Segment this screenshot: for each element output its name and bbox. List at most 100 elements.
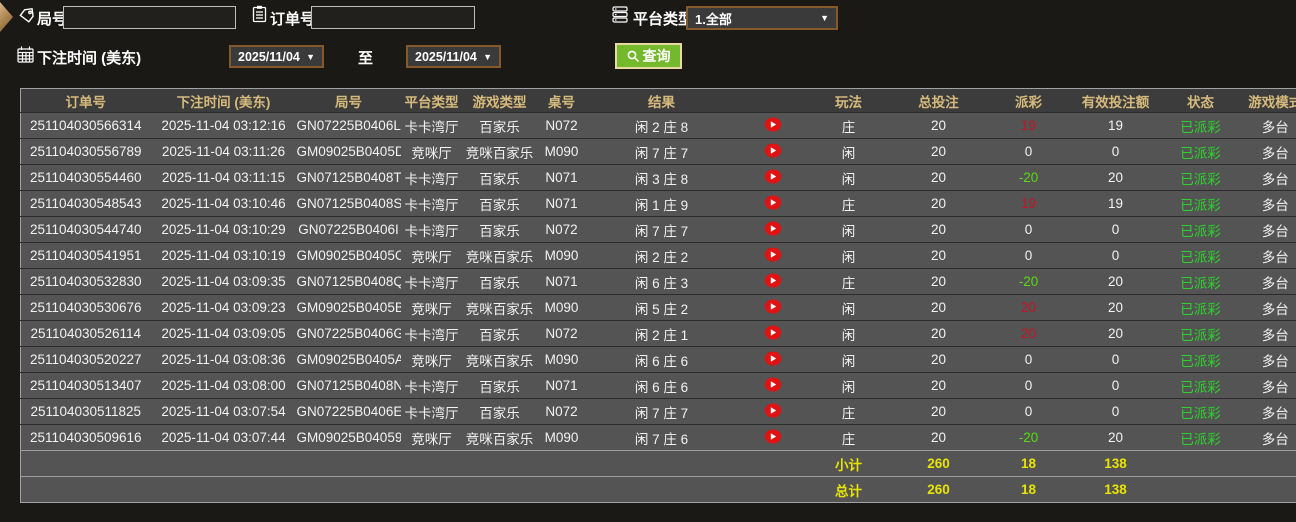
cell-result: 闲 3 庄 8: [586, 164, 737, 191]
platform-type-select[interactable]: 1.全部 ▼: [686, 6, 838, 30]
sidebar-expand-arrow[interactable]: [0, 2, 13, 32]
query-button[interactable]: 查询: [615, 43, 682, 69]
order-no-input[interactable]: [311, 6, 475, 29]
date-to-select[interactable]: 2025/11/04 ▼: [406, 45, 501, 68]
table-row: 251104030530676 2025-11-04 03:09:23 GM09…: [20, 294, 1296, 321]
cell-game-mode: 多台: [1238, 216, 1296, 243]
cell-order-no: 251104030556789: [20, 138, 151, 165]
summary-valid-bet: 138: [1068, 450, 1163, 477]
date-from-value: 2025/11/04: [238, 49, 300, 64]
cell-platform: 卡卡湾厅: [400, 164, 463, 191]
cell-order-no: 251104030511825: [20, 398, 151, 425]
game-no-input[interactable]: [63, 6, 236, 29]
cell-bet-time: 2025-11-04 03:07:54: [150, 398, 297, 425]
cell-bet-time: 2025-11-04 03:09:05: [150, 320, 297, 347]
replay-play-icon[interactable]: [764, 117, 782, 132]
summary-payout: 18: [988, 476, 1069, 503]
replay-play-icon[interactable]: [764, 325, 782, 340]
replay-play-icon[interactable]: [764, 429, 782, 444]
cell-total-bet: 20: [888, 190, 989, 217]
replay-play-icon[interactable]: [764, 377, 782, 392]
header-total-bet: 总投注: [888, 88, 989, 113]
table-row: 251104030541951 2025-11-04 03:10:19 GM09…: [20, 242, 1296, 269]
cell-replay: [736, 346, 809, 373]
replay-play-icon[interactable]: [764, 169, 782, 184]
table-row: 251104030556789 2025-11-04 03:11:26 GM09…: [20, 138, 1296, 165]
replay-play-icon[interactable]: [764, 299, 782, 314]
cell-status: 已派彩: [1162, 190, 1239, 217]
cell-game-no: GN07225B0406L: [296, 112, 401, 139]
cell-game-no: GN07125B0408N: [296, 372, 401, 399]
replay-play-icon[interactable]: [764, 351, 782, 366]
cell-bet-time: 2025-11-04 03:09:35: [150, 268, 297, 295]
table-row: 251104030520227 2025-11-04 03:08:36 GM09…: [20, 346, 1296, 373]
cell-game-no: GN07225B0406I: [296, 216, 401, 243]
cell-status: 已派彩: [1162, 294, 1239, 321]
cell-valid-bet: 19: [1068, 190, 1163, 217]
cell-status: 已派彩: [1162, 320, 1239, 347]
replay-play-icon[interactable]: [764, 273, 782, 288]
cell-payout: -20: [988, 424, 1069, 451]
cell-table-no: N071: [536, 190, 587, 217]
cell-order-no: 251104030509616: [20, 424, 151, 451]
cell-play-method: 闲: [808, 372, 889, 399]
cell-game-type: 百家乐: [462, 190, 537, 217]
cell-play-method: 闲: [808, 138, 889, 165]
cell-game-no: GN07225B0406G: [296, 320, 401, 347]
cell-table-no: N072: [536, 216, 587, 243]
date-from-select[interactable]: 2025/11/04 ▼: [229, 45, 324, 68]
replay-play-icon[interactable]: [764, 143, 782, 158]
cell-total-bet: 20: [888, 346, 989, 373]
cell-valid-bet: 0: [1068, 372, 1163, 399]
replay-play-icon[interactable]: [764, 247, 782, 262]
replay-play-icon[interactable]: [764, 403, 782, 418]
date-to-value: 2025/11/04: [415, 49, 477, 64]
cell-payout: 0: [988, 372, 1069, 399]
cell-replay: [736, 372, 809, 399]
cell-total-bet: 20: [888, 216, 989, 243]
query-button-label: 查询: [642, 48, 671, 64]
cell-table-no: M090: [536, 138, 587, 165]
cell-table-no: N072: [536, 398, 587, 425]
header-platform-type: 平台类型: [400, 88, 463, 113]
header-valid-bet: 有效投注额: [1068, 88, 1163, 113]
cell-total-bet: 20: [888, 268, 989, 295]
cell-platform: 卡卡湾厅: [400, 216, 463, 243]
cell-result: 闲 2 庄 1: [586, 320, 737, 347]
cell-order-no: 251104030566314: [20, 112, 151, 139]
cell-play-method: 庄: [808, 190, 889, 217]
summary-total-bet: 260: [888, 476, 989, 503]
cell-game-type: 百家乐: [462, 112, 537, 139]
cell-payout: 0: [988, 216, 1069, 243]
header-replay: [736, 88, 809, 113]
cell-order-no: 251104030532830: [20, 268, 151, 295]
table-row: 251104030532830 2025-11-04 03:09:35 GN07…: [20, 268, 1296, 295]
cell-bet-time: 2025-11-04 03:11:26: [150, 138, 297, 165]
cell-payout: 19: [988, 112, 1069, 139]
cell-play-method: 闲: [808, 164, 889, 191]
cell-payout: -20: [988, 268, 1069, 295]
replay-play-icon[interactable]: [764, 195, 782, 210]
cell-bet-time: 2025-11-04 03:11:15: [150, 164, 297, 191]
bet-time-label: 下注时间 (美东): [37, 50, 142, 67]
cell-replay: [736, 216, 809, 243]
cell-game-mode: 多台: [1238, 112, 1296, 139]
cell-bet-time: 2025-11-04 03:10:46: [150, 190, 297, 217]
cell-platform: 竞咪厅: [400, 424, 463, 451]
summary-row: 总计 260 18 138: [20, 476, 1296, 503]
cell-valid-bet: 20: [1068, 164, 1163, 191]
cell-status: 已派彩: [1162, 372, 1239, 399]
cell-play-method: 庄: [808, 398, 889, 425]
cell-result: 闲 7 庄 7: [586, 216, 737, 243]
cell-platform: 竞咪厅: [400, 294, 463, 321]
cell-valid-bet: 0: [1068, 346, 1163, 373]
cell-replay: [736, 190, 809, 217]
cell-replay: [736, 320, 809, 347]
cell-payout: 0: [988, 138, 1069, 165]
cell-total-bet: 20: [888, 398, 989, 425]
cell-table-no: N071: [536, 268, 587, 295]
replay-play-icon[interactable]: [764, 221, 782, 236]
cell-result: 闲 7 庄 6: [586, 424, 737, 451]
cell-payout: 20: [988, 294, 1069, 321]
cell-play-method: 庄: [808, 268, 889, 295]
